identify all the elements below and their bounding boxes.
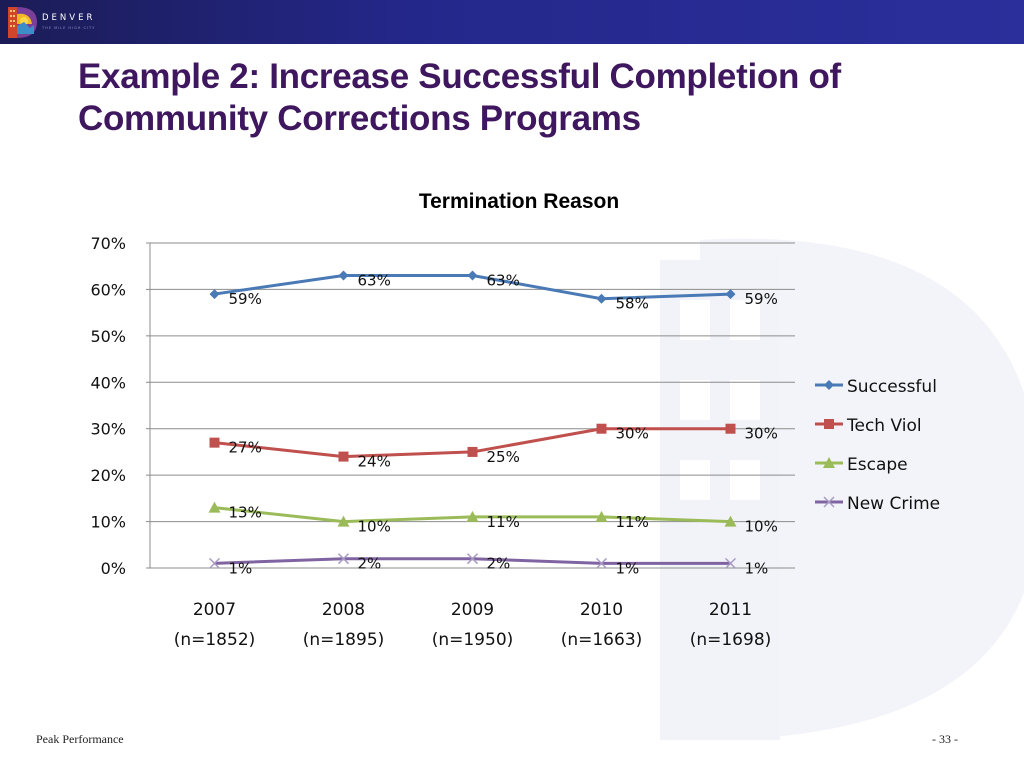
legend: Successful Tech Viol Escape New Crime (815, 377, 940, 514)
data-label-escape: 11% (487, 513, 520, 531)
data-label-tech-viol: 30% (745, 425, 778, 443)
legend-marker-new-crime-icon (823, 496, 835, 508)
x-tick-label: 2011 (709, 600, 752, 620)
data-point-new-crime (595, 557, 608, 569)
data-label-successful: 63% (487, 272, 520, 290)
legend-marker-tech-viol-icon (824, 419, 834, 429)
data-point-successful (467, 270, 478, 281)
series-layer: 59%63% 63%58% 59%27%24% 25%30% 30%13%10% 11% 1… (208, 270, 778, 577)
data-point-new-crime (466, 553, 479, 565)
data-point-escape (337, 515, 350, 527)
denver-logo: DENVER THE MILE HIGH CITY (6, 4, 116, 40)
y-tick-label: 50% (90, 327, 126, 346)
slide-title: Example 2: Increase Successful Completio… (78, 57, 841, 138)
x-tick-label: 2010 (580, 600, 623, 620)
data-label-tech-viol: 30% (616, 425, 649, 443)
watermark-logo-icon (660, 238, 1024, 740)
x-tick-label: 2009 (451, 600, 494, 620)
x-marker-stroke (724, 557, 737, 569)
x-tick-sublabel: (n=1852) (174, 630, 256, 650)
data-point-new-crime (337, 553, 350, 565)
legend-marker-successful-icon (824, 380, 834, 390)
data-label-new-crime: 2% (487, 555, 511, 573)
y-tick-label: 20% (90, 466, 126, 485)
data-label-new-crime: 1% (616, 559, 640, 577)
data-label-successful: 63% (358, 272, 391, 290)
x-marker-stroke (466, 553, 479, 565)
legend-item-new-crime: New Crime (815, 494, 940, 514)
header-bar: DENVER THE MILE HIGH CITY (0, 0, 1024, 44)
data-point-new-crime (208, 557, 221, 569)
x-tick-label: 2007 (193, 600, 236, 620)
y-tick-label: 30% (90, 420, 126, 439)
data-label-escape: 10% (745, 518, 778, 536)
x-tick-sublabel: (n=1950) (432, 630, 514, 650)
legend-label-successful: Successful (847, 377, 937, 397)
data-label-successful: 59% (229, 290, 262, 308)
data-label-new-crime: 1% (229, 559, 253, 577)
data-label-escape: 11% (616, 513, 649, 531)
x-tick-sublabel: (n=1663) (561, 630, 643, 650)
data-point-tech-viol (209, 437, 220, 448)
data-point-tech-viol (338, 451, 349, 462)
y-tick-label: 60% (90, 280, 126, 299)
legend-item-successful: Successful (815, 377, 937, 397)
data-label-tech-viol: 27% (229, 439, 262, 457)
data-label-new-crime: 2% (358, 555, 382, 573)
logo-wordmark: DENVER (42, 13, 96, 23)
logo-tagline: THE MILE HIGH CITY (42, 26, 96, 30)
x-marker-stroke (595, 557, 608, 569)
y-tick-label: 70% (90, 234, 126, 253)
y-tick-label: 0% (101, 559, 126, 578)
x-marker-stroke (208, 557, 221, 569)
data-point-tech-viol (467, 446, 478, 457)
legend-label-tech-viol: Tech Viol (846, 416, 922, 436)
data-point-escape (595, 510, 608, 522)
series-escape: 13% 10% 11% 11% 10% (208, 501, 778, 536)
data-label-tech-viol: 24% (358, 453, 391, 471)
data-label-successful: 58% (616, 295, 649, 313)
denver-d-logo-icon (8, 7, 37, 38)
data-point-successful (596, 293, 607, 304)
series-new-crime: 1% 2% 2% 1% 1% (208, 553, 769, 577)
chart-title: Termination Reason (419, 190, 619, 213)
legend-label-new-crime: New Crime (847, 494, 940, 514)
y-axis: 0% 10% 20% 30% 40% 50% 60% 70% (90, 234, 151, 578)
gridlines (150, 242, 795, 569)
data-point-successful (338, 270, 349, 281)
data-label-new-crime: 1% (745, 559, 769, 577)
page-number: - 33 - (932, 732, 958, 746)
series-tech-viol: 27% 24% 25% 30% 30% (209, 423, 778, 471)
data-point-successful (209, 289, 220, 300)
legend-item-escape: Escape (815, 455, 908, 475)
data-point-escape (724, 515, 737, 527)
data-point-escape (208, 501, 221, 513)
series-successful: 59% 63% 63% 58% 59% (209, 270, 778, 313)
legend-marker-escape-icon (823, 457, 835, 468)
x-marker-stroke (337, 553, 350, 565)
data-point-successful (725, 289, 736, 300)
legend-label-escape: Escape (847, 455, 908, 475)
data-label-successful: 59% (745, 290, 778, 308)
footer-label: Peak Performance (36, 732, 124, 746)
data-label-escape: 13% (229, 504, 262, 522)
y-tick-label: 10% (90, 513, 126, 532)
x-axis: 2007 (n=1852) 2008 (n=1895) 2009 (n=1950) 2010… (174, 600, 772, 650)
legend-item-tech-viol: Tech Viol (815, 416, 922, 436)
y-tick-label: 40% (90, 373, 126, 392)
data-point-new-crime (724, 557, 737, 569)
x-tick-sublabel: (n=1895) (303, 630, 385, 650)
data-point-tech-viol (596, 423, 607, 434)
data-label-tech-viol: 25% (487, 448, 520, 466)
data-point-escape (466, 510, 479, 522)
data-label-escape: 10% (358, 518, 391, 536)
x-marker-stroke (823, 496, 835, 508)
data-point-tech-viol (725, 423, 736, 434)
x-tick-sublabel: (n=1698) (690, 630, 772, 650)
x-tick-label: 2008 (322, 600, 365, 620)
